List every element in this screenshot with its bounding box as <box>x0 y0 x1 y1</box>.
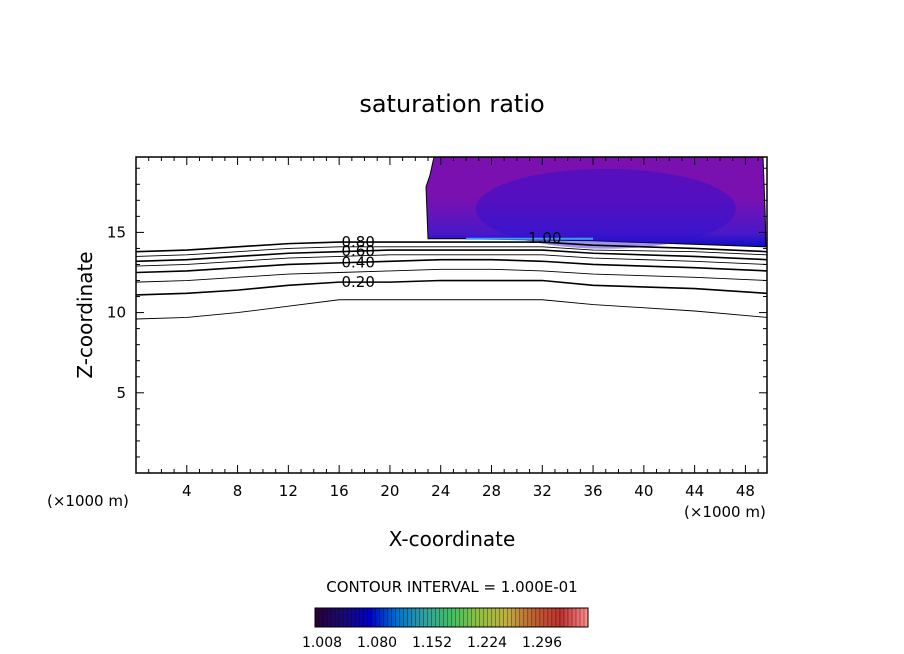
filled-region-shape <box>425 157 767 248</box>
contour-label: 0.20 <box>341 273 374 291</box>
x-tick-label: 40 <box>634 482 653 500</box>
contour-line <box>136 249 767 263</box>
x-tick-label: 44 <box>685 482 704 500</box>
filled-contour-region <box>425 157 767 249</box>
colorbar-stripes <box>318 608 585 627</box>
contour-line <box>136 254 767 267</box>
x-tick-label: 36 <box>584 482 603 500</box>
colorbar-label: 1.224 <box>467 635 507 651</box>
x-tick-label: 28 <box>482 482 501 500</box>
contour-interval-text: CONTOUR INTERVAL = 1.000E-01 <box>326 578 577 596</box>
plot-area <box>136 157 767 320</box>
chart-title: saturation ratio <box>359 90 544 118</box>
x-tick-label: 24 <box>431 482 450 500</box>
colorbar-label: 1.080 <box>357 635 397 651</box>
contour-label: 0.80 <box>341 233 374 251</box>
filled-region-core <box>475 168 736 249</box>
colorbar-label: 1.152 <box>412 635 452 651</box>
contour-lines <box>136 241 767 320</box>
x-axis-label: X-coordinate <box>389 527 516 551</box>
y-tick-label: 15 <box>107 223 126 241</box>
colorbar-labels: 1.008 1.080 1.152 1.224 1.296 <box>302 635 562 651</box>
y-tick-label: 5 <box>116 384 126 402</box>
y-axis-ticks: 5 10 15 <box>107 167 767 458</box>
x-tick-label: 4 <box>182 482 192 500</box>
y-tick-label: 10 <box>107 304 126 322</box>
y-axis-label: Z-coordinate <box>73 251 97 378</box>
x-axis-ticks: 4 8 12 16 20 24 28 32 36 40 44 48 <box>148 157 759 500</box>
contour-label: 0.60 <box>341 242 374 260</box>
contour-line <box>136 279 767 296</box>
colorbar-label: 1.008 <box>302 635 342 651</box>
x-tick-label: 8 <box>233 482 243 500</box>
x-tick-label: 16 <box>330 482 349 500</box>
contour-label: 0.40 <box>341 253 374 271</box>
plot-frame <box>135 156 768 474</box>
x-unit-left: (×1000 m) <box>47 492 129 510</box>
x-tick-label: 12 <box>279 482 298 500</box>
contour-labels: 0.20 0.400.600.80 1.00 <box>341 229 561 291</box>
x-tick-label: 20 <box>380 482 399 500</box>
contour-line <box>136 246 767 257</box>
contour-line <box>136 268 767 283</box>
contour-line <box>136 241 767 253</box>
x-unit-right: (×1000 m) <box>684 503 766 521</box>
x-tick-label: 32 <box>533 482 552 500</box>
contour-line <box>136 299 767 320</box>
colorbar-label: 1.296 <box>522 635 562 651</box>
contour-line <box>136 258 767 274</box>
x-tick-label: 48 <box>736 482 755 500</box>
colorbar: 1.008 1.080 1.152 1.224 1.296 <box>302 607 589 651</box>
contour-label-filled: 1.00 <box>528 229 561 247</box>
